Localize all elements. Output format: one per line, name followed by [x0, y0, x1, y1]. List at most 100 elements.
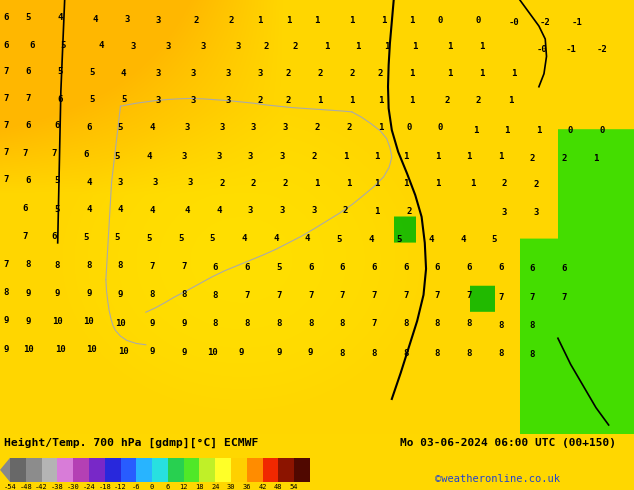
Text: 4: 4	[305, 234, 310, 243]
Text: 2: 2	[314, 123, 320, 132]
Text: 1: 1	[473, 125, 478, 135]
Text: 8: 8	[308, 319, 313, 328]
Text: 7: 7	[276, 291, 281, 300]
Text: 7: 7	[372, 319, 377, 328]
Text: 1: 1	[375, 152, 380, 162]
Text: 5: 5	[337, 235, 342, 244]
Text: -12: -12	[114, 484, 127, 490]
Text: 1: 1	[448, 69, 453, 78]
Text: -48: -48	[20, 484, 32, 490]
Text: 1: 1	[324, 42, 329, 51]
Text: 1: 1	[479, 42, 484, 51]
Text: 10: 10	[119, 347, 129, 356]
Text: 0: 0	[150, 484, 154, 490]
Text: 1: 1	[508, 96, 513, 105]
Text: 3: 3	[251, 123, 256, 132]
Text: 1: 1	[286, 16, 291, 25]
Text: 1: 1	[467, 152, 472, 162]
Text: 9: 9	[150, 318, 155, 328]
Text: 1: 1	[343, 152, 348, 162]
Bar	[262, 458, 278, 482]
Text: 5: 5	[55, 176, 60, 185]
Text: 5: 5	[115, 151, 120, 161]
Text: 1: 1	[410, 16, 415, 25]
Text: 42: 42	[259, 484, 267, 490]
Text: 5: 5	[58, 67, 63, 76]
Text: 4: 4	[460, 235, 465, 244]
Text: 4: 4	[99, 41, 104, 50]
Text: 2: 2	[343, 206, 348, 215]
Text: 4: 4	[242, 234, 247, 243]
Text: -24: -24	[82, 484, 95, 490]
Text: 2: 2	[501, 178, 507, 188]
Text: 54: 54	[290, 484, 299, 490]
Text: 9: 9	[308, 347, 313, 357]
Text: 4: 4	[93, 15, 98, 24]
Text: 8: 8	[467, 349, 472, 358]
Text: 1: 1	[403, 178, 408, 188]
Text: 4: 4	[86, 178, 91, 187]
Text: 2: 2	[283, 178, 288, 188]
Text: 3: 3	[118, 178, 123, 187]
Text: 8: 8	[435, 349, 440, 358]
Text: 4: 4	[150, 123, 155, 132]
Text: 2: 2	[257, 96, 262, 105]
Text: 4: 4	[216, 206, 221, 215]
Text: 2: 2	[378, 69, 383, 78]
Bar	[89, 458, 105, 482]
Bar	[26, 458, 42, 482]
Text: 7: 7	[562, 293, 567, 301]
Text: 2: 2	[533, 180, 538, 189]
Text: 7: 7	[4, 67, 9, 76]
Bar	[42, 458, 57, 482]
Text: 7: 7	[340, 291, 345, 300]
Text: 1: 1	[498, 152, 503, 162]
Text: 9: 9	[4, 317, 9, 325]
Text: 9: 9	[86, 289, 91, 298]
Text: 6: 6	[26, 67, 31, 76]
Text: 0: 0	[438, 123, 443, 132]
Text: 1: 1	[413, 42, 418, 51]
Text: 4: 4	[86, 204, 91, 214]
Text: 2: 2	[318, 69, 323, 78]
Text: 2: 2	[346, 123, 351, 132]
Text: -42: -42	[36, 484, 48, 490]
Text: 7: 7	[308, 291, 313, 300]
Text: 1: 1	[511, 69, 516, 78]
Text: 1: 1	[505, 125, 510, 135]
Bar	[200, 458, 216, 482]
Text: 1: 1	[410, 96, 415, 105]
Text: 9: 9	[150, 347, 155, 356]
Text: 5: 5	[89, 68, 94, 77]
Text: -1: -1	[566, 45, 576, 53]
Text: 3: 3	[216, 151, 221, 161]
Text: 6: 6	[23, 204, 28, 213]
Text: 5: 5	[83, 233, 88, 242]
Bar	[184, 458, 200, 482]
Text: 1: 1	[375, 207, 380, 216]
Text: Height/Temp. 700 hPa [gdmp][°C] ECMWF: Height/Temp. 700 hPa [gdmp][°C] ECMWF	[4, 438, 259, 448]
Text: 4: 4	[121, 69, 126, 78]
Text: 6: 6	[562, 265, 567, 273]
Text: 4: 4	[184, 206, 190, 215]
Text: 1: 1	[470, 178, 475, 188]
Text: 1: 1	[384, 42, 389, 51]
Text: 3: 3	[283, 123, 288, 132]
Text: 30: 30	[227, 484, 235, 490]
Text: 0: 0	[438, 16, 443, 25]
Text: 5: 5	[210, 234, 215, 243]
Text: 9: 9	[4, 344, 9, 354]
Text: 10: 10	[87, 345, 97, 354]
Text: -54: -54	[4, 484, 16, 490]
Text: 2: 2	[530, 154, 535, 163]
Text: Mo 03-06-2024 06:00 UTC (00+150): Mo 03-06-2024 06:00 UTC (00+150)	[400, 438, 616, 448]
Text: 24: 24	[211, 484, 219, 490]
Text: 3: 3	[533, 208, 538, 217]
Text: 6: 6	[340, 263, 345, 272]
Text: 3: 3	[219, 123, 224, 132]
Text: 1: 1	[346, 178, 351, 188]
Text: 48: 48	[274, 484, 283, 490]
Text: 2: 2	[286, 96, 291, 105]
Text: 3: 3	[226, 69, 231, 78]
Text: 6: 6	[498, 263, 503, 272]
